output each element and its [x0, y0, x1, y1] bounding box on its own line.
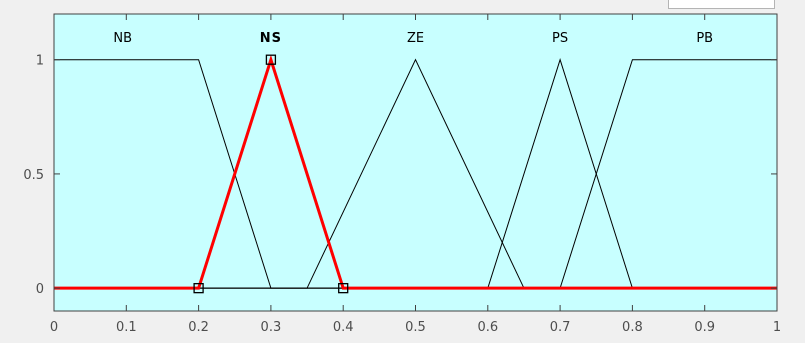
plot-area[interactable] [54, 14, 777, 311]
x-tick-label: 0.3 [261, 320, 282, 335]
control-point-3[interactable] [338, 283, 349, 294]
mf-line-ns[interactable] [54, 54, 777, 290]
x-tick-label: 0.4 [333, 320, 354, 335]
y-tick-label: 0 [36, 282, 44, 297]
x-tick-label: 1 [773, 320, 781, 335]
mf-label-nb[interactable]: NB [113, 31, 132, 46]
x-tick-label: 0.8 [622, 320, 643, 335]
y-tick-label: 0.5 [23, 168, 44, 183]
mf-label-ze[interactable]: ZE [407, 31, 424, 46]
control-point-2[interactable] [265, 54, 277, 65]
x-tick-label: 0.2 [188, 320, 209, 335]
x-tick-label: 0.9 [694, 320, 715, 335]
window-edit-box[interactable] [668, 0, 775, 9]
x-tick-label: 0.6 [477, 320, 498, 335]
mf-label-ns[interactable]: NS [260, 31, 282, 46]
x-tick-label: 0.7 [550, 320, 571, 335]
x-tick-label: 0 [50, 320, 58, 335]
control-point-1[interactable] [193, 283, 204, 294]
y-tick-label: 1 [36, 54, 44, 69]
mf-label-pb[interactable]: PB [696, 31, 713, 46]
x-tick-label: 0.5 [405, 320, 426, 335]
mf-line-pb[interactable] [54, 59, 777, 289]
mf-label-ps[interactable]: PS [552, 31, 568, 46]
x-tick-label: 0.1 [116, 320, 137, 335]
